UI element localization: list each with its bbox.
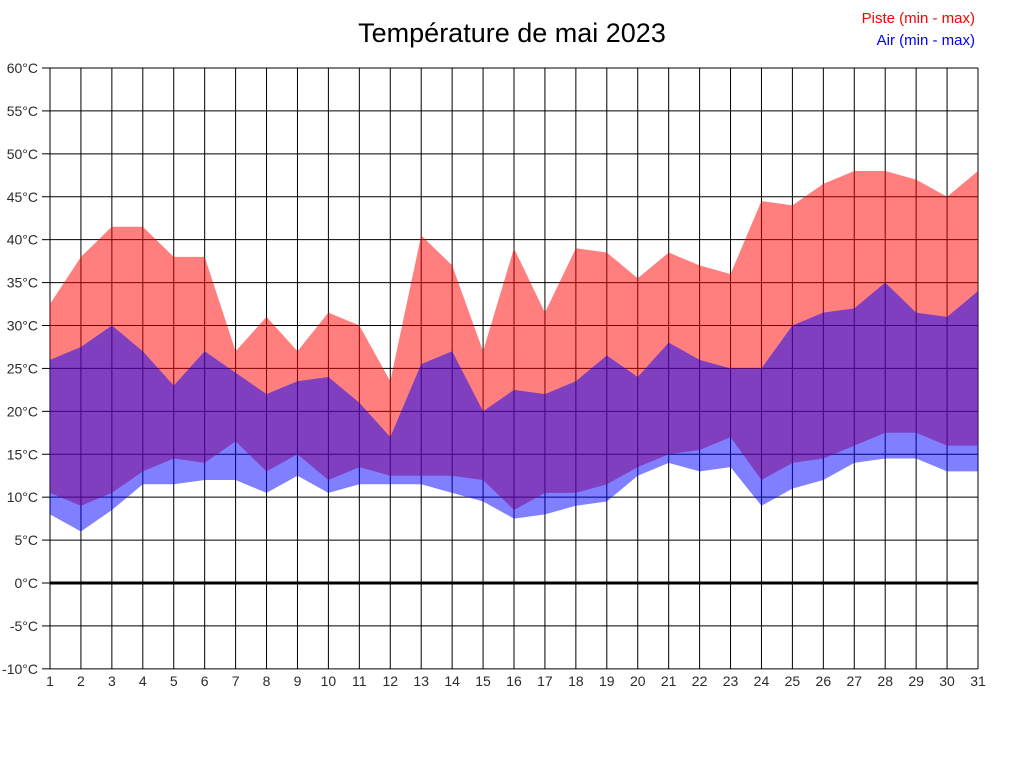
x-axis-tick-label: 10	[321, 673, 337, 689]
x-axis-tick-label: 14	[444, 673, 460, 689]
x-axis-tick-label: 29	[908, 673, 924, 689]
y-axis-tick-label: 50°C	[7, 146, 38, 162]
x-axis-tick-label: 11	[352, 673, 367, 689]
x-axis-tick-label: 9	[294, 673, 302, 689]
x-axis-tick-label: 31	[970, 673, 986, 689]
x-axis-tick-label: 30	[939, 673, 955, 689]
x-axis-tick-label: 17	[537, 673, 553, 689]
x-axis-tick-label: 3	[108, 673, 116, 689]
x-axis-tick-label: 27	[846, 673, 862, 689]
x-axis-tick-label: 13	[413, 673, 429, 689]
x-axis-tick-label: 21	[661, 673, 677, 689]
y-axis-tick-label: 35°C	[7, 275, 38, 291]
x-axis-tick-label: 6	[201, 673, 209, 689]
y-axis-tick-label: -10°C	[2, 661, 38, 677]
x-axis-tick-label: 5	[170, 673, 178, 689]
x-axis-tick-label: 24	[754, 673, 770, 689]
x-axis-tick-label: 2	[77, 673, 85, 689]
x-axis-tick-label: 7	[232, 673, 240, 689]
y-axis-tick-label: 55°C	[7, 103, 38, 119]
x-axis-tick-label: 4	[139, 673, 147, 689]
x-axis-tick-label: 12	[382, 673, 398, 689]
y-axis-tick-label: 5°C	[15, 532, 39, 548]
x-axis-tick-label: 19	[599, 673, 615, 689]
y-axis-tick-label: 30°C	[7, 318, 38, 334]
air-band	[50, 282, 978, 532]
y-axis-tick-label: 60°C	[7, 60, 38, 76]
x-axis-tick-label: 16	[506, 673, 522, 689]
y-axis-tick-label: 45°C	[7, 189, 38, 205]
x-axis-tick-label: 18	[568, 673, 584, 689]
x-axis-tick-label: 28	[877, 673, 893, 689]
y-axis-tick-label: 15°C	[7, 446, 38, 462]
x-axis-tick-label: 22	[692, 673, 708, 689]
x-axis-tick-label: 20	[630, 673, 646, 689]
legend-air: Air (min - max)	[876, 32, 975, 49]
y-axis-tick-label: 0°C	[15, 575, 39, 591]
y-axis-tick-label: 25°C	[7, 360, 38, 376]
x-axis-tick-label: 1	[46, 673, 54, 689]
axis-labels: -10°C -5°C 0°C 5°C 10°C 15°C 20°C 25°C 30°C 35°C 4…	[2, 60, 986, 689]
y-axis-tick-label: 20°C	[7, 403, 38, 419]
x-axis-tick-label: 26	[816, 673, 832, 689]
y-axis-tick-label: 40°C	[7, 232, 38, 248]
x-axis-tick-label: 25	[785, 673, 801, 689]
legend-piste: Piste (min - max)	[861, 10, 975, 27]
x-axis-tick-label: 15	[475, 673, 491, 689]
x-axis-tick-label: 23	[723, 673, 739, 689]
x-axis-tick-label: 8	[263, 673, 271, 689]
chart-title: Température de mai 2023	[358, 18, 666, 48]
y-axis-tick-label: 10°C	[7, 489, 38, 505]
y-axis-tick-label: -5°C	[10, 618, 38, 634]
